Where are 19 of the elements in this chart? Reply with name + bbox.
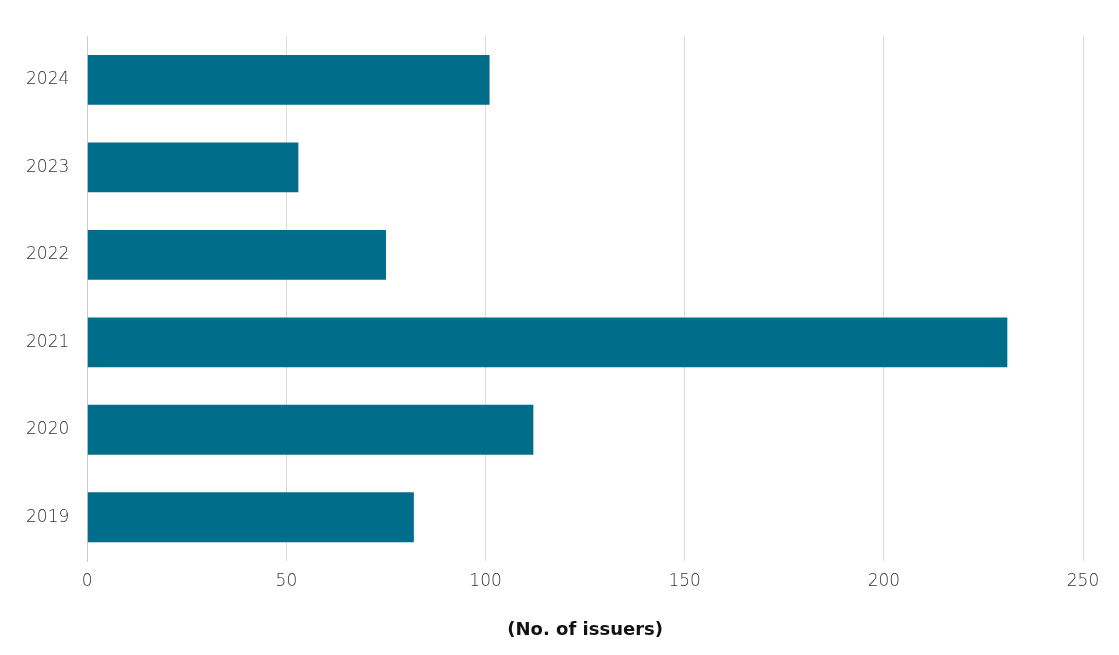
y-tick-label: 2020: [26, 418, 70, 439]
y-tick-label: 2023: [26, 155, 70, 176]
x-tick-label: 100: [469, 569, 502, 590]
x-axis-title: (No. of issuers): [507, 617, 663, 639]
bar: [87, 404, 534, 455]
y-tick-label: 2019: [26, 505, 70, 526]
y-tick-label: 2021: [26, 330, 70, 351]
bar: [87, 229, 386, 280]
x-tick-label: 0: [81, 569, 93, 590]
bar: [87, 142, 299, 193]
y-tick-label: 2024: [26, 68, 70, 89]
y-tick-label: 2022: [26, 243, 70, 264]
x-tick-label: 150: [668, 569, 701, 590]
x-tick-label: 200: [867, 569, 901, 590]
bar: [87, 492, 414, 543]
bar: [87, 317, 1008, 368]
bar: [87, 55, 490, 105]
x-tick-label: 50: [275, 569, 298, 590]
x-tick-label: 250: [1066, 569, 1100, 590]
